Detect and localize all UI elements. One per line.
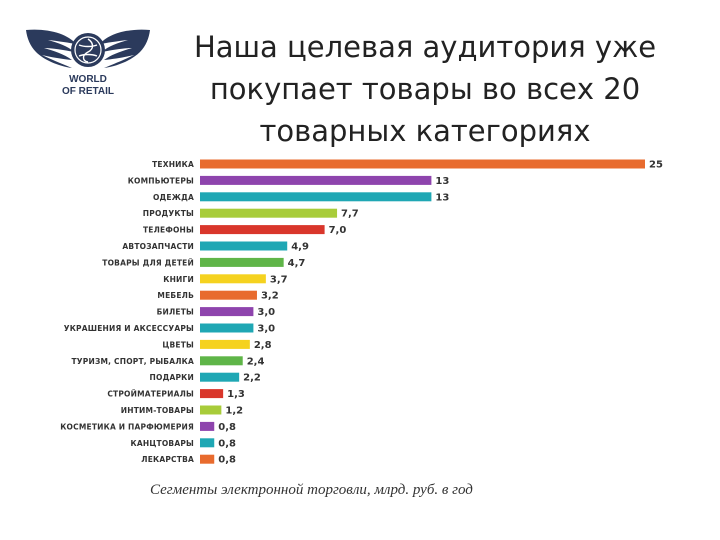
- bar: [200, 290, 257, 300]
- bar: [200, 208, 338, 218]
- category-label: ТЕЛЕФОНЫ: [143, 226, 194, 235]
- category-label: ИНТИМ-ТОВАРЫ: [121, 406, 194, 415]
- bar-value-label: 0,8: [218, 455, 236, 466]
- category-label: УКРАШЕНИЯ И АКСЕССУАРЫ: [64, 324, 194, 333]
- slide-title: Наша целевая аудитория уже покупает това…: [180, 26, 670, 152]
- bar: [200, 323, 254, 333]
- bar-value-label: 4,7: [288, 258, 306, 269]
- bar-value-label: 3,0: [257, 307, 275, 318]
- category-label: ЦВЕТЫ: [162, 340, 194, 349]
- category-labels: ТЕХНИКА КОМПЬЮТЕРЫ ОДЕЖДА ПРОДУКТЫ ТЕЛЕФОНЫ А…: [60, 160, 194, 464]
- bar: [200, 339, 250, 349]
- value-labels: 25 13 13 7,7 7,0 4,9 4,73,7 3,2 3,0 3,0 2,8 2,4 2,2 1…: [218, 160, 663, 466]
- category-label: ТОВАРЫ ДЛЯ ДЕТЕЙ: [102, 258, 194, 267]
- bar: [200, 274, 266, 284]
- bar: [200, 159, 645, 169]
- bar-value-label: 2,2: [243, 373, 261, 384]
- bar: [200, 405, 222, 415]
- bar: [200, 225, 325, 235]
- bar-value-label: 1,2: [225, 406, 243, 417]
- bar: [200, 454, 215, 464]
- bar-chart: ТЕХНИКА КОМПЬЮТЕРЫ ОДЕЖДА ПРОДУКТЫ ТЕЛЕФОНЫ А…: [60, 159, 663, 466]
- category-label: СТРОЙМАТЕРИАЛЫ: [107, 390, 194, 399]
- bar: [200, 175, 432, 185]
- bar-value-label: 3,7: [270, 274, 288, 285]
- bar: [200, 257, 284, 267]
- chart-caption: Сегменты электронной торговли, млрд. руб…: [150, 482, 473, 498]
- category-label: ПОДАРКИ: [150, 373, 194, 382]
- bar-value-label: 13: [435, 176, 449, 187]
- bar-value-label: 7,0: [329, 225, 347, 236]
- category-label: ОДЕЖДА: [153, 193, 194, 202]
- category-label: БИЛЕТЫ: [157, 308, 194, 317]
- bar-value-label: 0,8: [218, 422, 236, 433]
- title-line-1: Наша целевая аудитория уже: [193, 30, 657, 64]
- bar-value-label: 25: [649, 160, 663, 171]
- bar: [200, 241, 288, 251]
- bar-value-label: 1,3: [227, 389, 245, 400]
- bar: [200, 372, 240, 382]
- winged-emblem-icon: WORLD OF RETAIL: [26, 29, 150, 97]
- bar-value-label: 4,9: [291, 242, 309, 253]
- category-label: ТУРИЗМ, СПОРТ, РЫБАЛКА: [71, 357, 194, 366]
- category-label: КАНЦТОВАРЫ: [131, 439, 194, 448]
- category-label: КНИГИ: [163, 275, 194, 284]
- bar-value-label: 3,0: [257, 324, 275, 335]
- bar: [200, 192, 432, 202]
- category-label: КОМПЬЮТЕРЫ: [128, 176, 194, 185]
- world-of-retail-logo: WORLD OF RETAIL: [18, 14, 158, 100]
- bar: [200, 389, 224, 399]
- bar-value-label: 2,4: [247, 356, 265, 367]
- logo-line2: OF RETAIL: [62, 86, 114, 97]
- title-line-3: товарных категориях: [259, 114, 591, 148]
- bar: [200, 421, 215, 431]
- bars: [200, 159, 645, 464]
- category-label: ЛЕКАРСТВА: [141, 455, 194, 464]
- category-label: ПРОДУКТЫ: [143, 209, 194, 218]
- bar: [200, 356, 243, 366]
- category-label: ТЕХНИКА: [152, 160, 194, 169]
- bar-value-label: 2,8: [254, 340, 272, 351]
- bar-value-label: 13: [435, 192, 449, 203]
- bar-value-label: 7,7: [341, 209, 359, 220]
- bar-value-label: 3,2: [261, 291, 279, 302]
- category-label: АВТОЗАПЧАСТИ: [122, 242, 194, 251]
- category-label: МЕБЕЛЬ: [157, 291, 194, 300]
- title-line-2: покупает товары во всех 20: [209, 72, 641, 106]
- category-label: КОСМЕТИКА И ПАРФЮМЕРИЯ: [60, 422, 194, 431]
- bar: [200, 307, 254, 317]
- bar: [200, 438, 215, 448]
- bar-value-label: 0,8: [218, 438, 236, 449]
- logo-line1: WORLD: [69, 74, 107, 85]
